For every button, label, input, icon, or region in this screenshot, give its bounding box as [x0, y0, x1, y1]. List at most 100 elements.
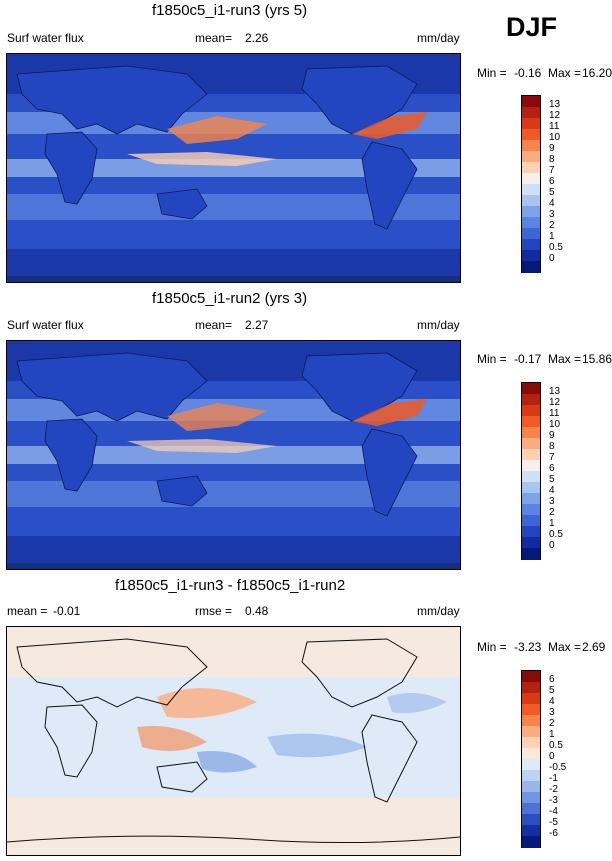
colorbar-cell	[522, 537, 540, 549]
colorbar-tick-label: 11	[549, 408, 560, 419]
colorbar-cell	[522, 449, 540, 461]
colorbar-tick-label: 4	[549, 198, 555, 209]
colorbar-tick-label: -5	[549, 817, 558, 828]
panel-3-colorbar	[521, 670, 541, 848]
colorbar-cell	[522, 427, 540, 439]
panel-3-units: mm/day	[417, 604, 460, 618]
colorbar-tick-label: 12	[549, 397, 561, 408]
colorbar-cell	[522, 383, 540, 395]
colorbar-tick-label: 8	[549, 441, 555, 452]
colorbar-cell	[522, 394, 540, 406]
colorbar-cell	[522, 737, 540, 749]
panel-1-max-label: Max =	[548, 66, 582, 80]
panel-2-min-value: -0.17	[514, 352, 542, 366]
panel-1-variable-label: Surf water flux	[7, 31, 84, 45]
colorbar-cell	[522, 184, 540, 196]
colorbar-tick-label: 11	[549, 121, 560, 132]
colorbar-cell	[522, 206, 540, 218]
panel-3-land	[7, 638, 460, 844]
colorbar-cell	[522, 129, 540, 141]
colorbar-tick-label: 3	[549, 496, 555, 507]
colorbar-tick-label: 4	[549, 696, 555, 707]
panel-3-title: f1850c5_i1-run3 - f1850c5_i1-run2	[115, 577, 346, 594]
colorbar-tick-label: 5	[549, 187, 555, 198]
panel-2-mean-label: mean=	[195, 318, 233, 332]
colorbar-tick-label: 8	[549, 154, 555, 165]
colorbar-cell	[522, 217, 540, 229]
colorbar-tick-label: 13	[549, 99, 561, 110]
panel-1-colorbar	[521, 95, 541, 273]
colorbar-cell	[522, 239, 540, 251]
colorbar-cell	[522, 836, 540, 848]
panel-1-land	[16, 65, 418, 230]
colorbar-cell	[522, 814, 540, 826]
colorbar-tick-label: 1	[549, 518, 555, 529]
colorbar-tick-label: 13	[549, 386, 561, 397]
panel-1-min-value: -0.16	[514, 66, 542, 80]
colorbar-tick-label: -4	[549, 806, 558, 817]
colorbar-tick-label: 0.5	[549, 242, 563, 253]
colorbar-tick-label: 1	[549, 231, 555, 242]
colorbar-tick-label: 2	[549, 507, 555, 518]
colorbar-tick-label: 9	[549, 143, 555, 154]
colorbar-tick-label: 6	[549, 176, 555, 187]
panel-3-mean-value: -0.01	[53, 604, 81, 618]
colorbar-tick-label: 5	[549, 685, 555, 696]
panel-2-colorbar	[521, 382, 541, 560]
colorbar-cell	[522, 715, 540, 727]
colorbar-tick-label: 2	[549, 220, 555, 231]
season-label: DJF	[506, 12, 558, 42]
colorbar-tick-label: 1	[549, 729, 555, 740]
colorbar-cell	[522, 471, 540, 483]
colorbar-tick-label: 0.5	[549, 740, 563, 751]
panel-2-variable-label: Surf water flux	[7, 318, 84, 332]
colorbar-tick-label: 10	[549, 419, 561, 430]
colorbar-cell	[522, 173, 540, 185]
panel-3-rmse-label: rmse =	[195, 604, 233, 618]
colorbar-cell	[522, 151, 540, 163]
colorbar-cell	[522, 770, 540, 782]
colorbar-tick-label: 5	[549, 474, 555, 485]
panel-2-land	[16, 352, 418, 517]
colorbar-cell	[522, 107, 540, 119]
colorbar-cell	[522, 515, 540, 527]
colorbar-tick-label: 6	[549, 463, 555, 474]
colorbar-cell	[522, 671, 540, 683]
colorbar-cell	[522, 759, 540, 771]
colorbar-cell	[522, 460, 540, 472]
colorbar-cell	[522, 416, 540, 428]
panel-2-min-label: Min =	[477, 352, 507, 366]
panel-1-max-value: 16.20	[582, 66, 612, 80]
panel-1-map	[6, 53, 461, 283]
colorbar-cell	[522, 140, 540, 152]
colorbar-cell	[522, 726, 540, 738]
panel-1-title: f1850c5_i1-run3 (yrs 5)	[152, 2, 308, 19]
colorbar-cell	[522, 405, 540, 417]
colorbar-tick-label: 12	[549, 110, 561, 121]
panel-3-max-label: Max =	[548, 640, 582, 654]
colorbar-cell	[522, 162, 540, 174]
panel-3-mean-label: mean =	[7, 604, 48, 618]
colorbar-cell	[522, 693, 540, 705]
colorbar-tick-label: 0.5	[549, 529, 563, 540]
colorbar-cell	[522, 704, 540, 716]
panel-1-min-label: Min =	[477, 66, 507, 80]
colorbar-cell	[522, 548, 540, 560]
colorbar-cell	[522, 682, 540, 694]
colorbar-cell	[522, 438, 540, 450]
colorbar-tick-label: 4	[549, 485, 555, 496]
panel-2-map	[6, 340, 461, 570]
panel-1-mean-value: 2.26	[245, 31, 269, 45]
panel-3-map	[6, 626, 461, 856]
panel-2-max-label: Max =	[548, 352, 582, 366]
colorbar-tick-label: 3	[549, 707, 555, 718]
colorbar-cell	[522, 96, 540, 108]
colorbar-tick-label: 0	[549, 540, 555, 551]
colorbar-tick-label: 9	[549, 430, 555, 441]
colorbar-tick-label: -1	[549, 773, 558, 784]
colorbar-cell	[522, 792, 540, 804]
colorbar-cell	[522, 803, 540, 815]
colorbar-tick-label: -3	[549, 795, 558, 806]
colorbar-cell	[522, 482, 540, 494]
colorbar-tick-label: 0	[549, 751, 555, 762]
